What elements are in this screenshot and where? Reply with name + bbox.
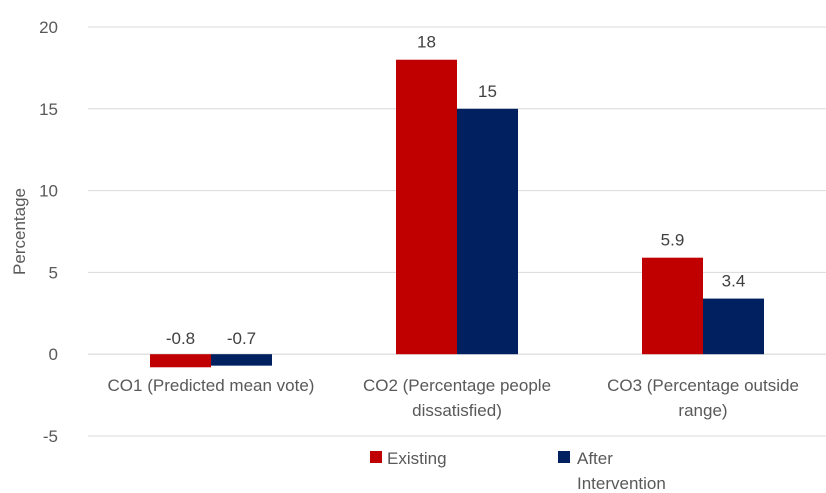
bar-after-intervention [211, 354, 272, 366]
x-category-label: CO3 (Percentage outside [607, 376, 799, 395]
y-tick-label: 20 [39, 18, 58, 37]
data-label: 15 [478, 82, 497, 101]
y-tick-label: -5 [43, 427, 58, 446]
bar-after-intervention [703, 298, 764, 355]
x-category-label: CO2 (Percentage people [363, 376, 551, 395]
data-label: -0.7 [227, 329, 256, 348]
y-tick-label: 10 [39, 182, 58, 201]
legend-swatch [558, 451, 570, 463]
data-label: -0.8 [166, 329, 195, 348]
axes: Percentage -5 0 5 10 15 20 CO1 (Predicted mean… [10, 18, 799, 446]
legend-label: Intervention [577, 474, 666, 493]
legend-swatch [370, 451, 382, 463]
bar-existing [396, 59, 457, 355]
y-tick-label: 0 [49, 345, 58, 364]
x-category-label: dissatisfied) [412, 401, 502, 420]
data-label: 18 [417, 33, 436, 52]
bar-existing [150, 354, 211, 368]
y-axis-title: Percentage [10, 188, 29, 275]
y-tick-label: 5 [49, 263, 58, 282]
x-category-label: range) [678, 401, 727, 420]
bars [150, 59, 764, 368]
y-tick-label: 15 [39, 100, 58, 119]
x-category-label: CO1 (Predicted mean vote) [108, 376, 315, 395]
data-label: 3.4 [722, 272, 746, 291]
legend: Existing After Intervention [370, 449, 666, 493]
legend-label: After [577, 449, 613, 468]
bar-after-intervention [457, 108, 518, 355]
data-labels: -0.8 18 5.9 -0.7 15 3.4 [166, 33, 745, 348]
data-label: 5.9 [661, 231, 685, 250]
bar-existing [642, 257, 703, 355]
legend-label: Existing [387, 449, 447, 468]
